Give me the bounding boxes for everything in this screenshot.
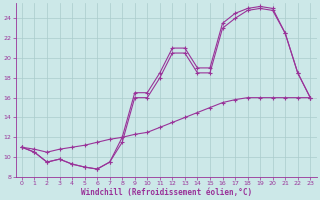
X-axis label: Windchill (Refroidissement éolien,°C): Windchill (Refroidissement éolien,°C) [81, 188, 252, 197]
